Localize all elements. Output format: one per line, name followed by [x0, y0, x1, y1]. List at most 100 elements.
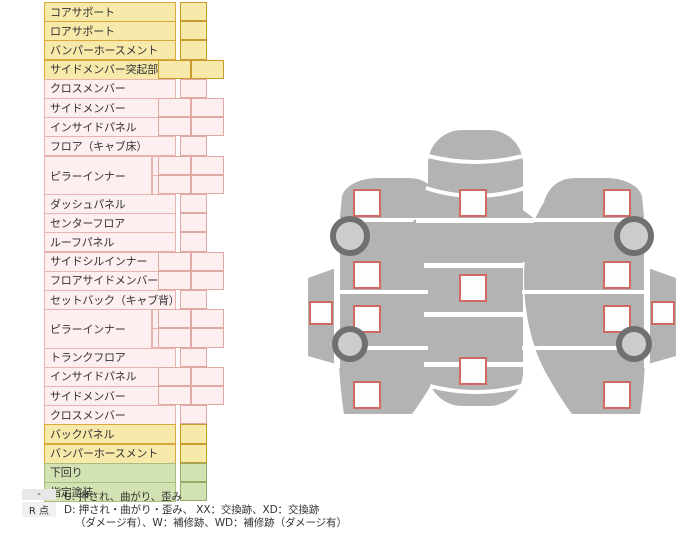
damage-grid-cell[interactable]	[191, 251, 224, 271]
marker-center-1	[459, 189, 487, 217]
damage-grid-cell[interactable]	[191, 98, 224, 118]
center-divider-7	[429, 384, 523, 394]
damage-grid-cell[interactable]	[191, 155, 224, 175]
damage-grid-cell[interactable]	[191, 386, 224, 406]
legend-row-3: （ダメージ有）、W：補修跡、WD：補修跡（ダメージ有）	[22, 515, 442, 529]
panel-label: インサイドパネル	[44, 117, 176, 138]
legend-text-cont: （ダメージ有）、W：補修跡、WD：補修跡（ダメージ有）	[75, 517, 347, 529]
damage-grid-cell[interactable]	[180, 462, 207, 482]
damage-grid-cell[interactable]	[180, 290, 207, 310]
legend: - U: 押され、曲がり、歪み R 点 D: 押され・曲がり・歪み、 XX：交換…	[22, 489, 442, 529]
marker-right-2	[603, 261, 631, 289]
panel-label: バックパネル	[44, 424, 176, 445]
damage-grid-cell[interactable]	[180, 482, 207, 502]
damage-grid-cell[interactable]	[180, 21, 207, 41]
legend-row-1: - U: 押され、曲がり、歪み	[22, 489, 442, 503]
left-divider-3	[336, 346, 462, 350]
marker-left-2	[353, 261, 381, 289]
panel-label: ダッシュパネル	[44, 194, 176, 214]
damage-grid-cell[interactable]	[180, 194, 207, 214]
damage-grid-cell[interactable]	[191, 174, 224, 194]
damage-grid-cell[interactable]	[158, 328, 191, 348]
damage-grid-cell[interactable]	[158, 366, 191, 386]
damage-grid-cell[interactable]	[158, 386, 191, 406]
damage-grid-cell[interactable]	[191, 117, 224, 137]
marker-right-4	[603, 381, 631, 409]
wheel-rear-right	[616, 326, 652, 362]
marker-left-1	[353, 189, 381, 217]
damage-grid-cell[interactable]	[180, 424, 207, 444]
damage-grid-cell[interactable]	[158, 117, 191, 137]
damage-grid-cell[interactable]	[180, 136, 207, 156]
damage-grid-cell[interactable]	[158, 270, 191, 290]
legend-text-u: U: 押され、曲がり、歪み	[64, 491, 182, 503]
legend-key-rten: R 点	[22, 502, 56, 517]
wheel-rear-left	[332, 326, 368, 362]
marker-center-3	[459, 357, 487, 385]
damage-grid-cell[interactable]	[180, 232, 207, 252]
panel-label-merged: ピラーインナー	[44, 309, 152, 350]
damage-grid-cell[interactable]	[158, 251, 191, 271]
right-divider-2	[522, 290, 648, 294]
legend-text-d: D: 押され・曲がり・歪み、 XX：交換跡、XD：交換跡	[64, 504, 320, 516]
damage-grid-cell[interactable]	[191, 309, 224, 329]
damage-grid-cell[interactable]	[158, 174, 191, 194]
legend-key-dash: -	[22, 489, 56, 500]
wheel-front-right	[614, 216, 654, 256]
center-divider-4	[424, 263, 524, 268]
panel-label: センターフロア	[44, 213, 176, 234]
damage-grid-cell[interactable]	[158, 98, 191, 118]
panel-label: バンパーホースメント	[44, 443, 176, 464]
center-divider-3	[416, 218, 535, 223]
left-divider-1	[336, 218, 462, 222]
marker-left-outer	[309, 301, 333, 325]
center-divider-5	[424, 312, 524, 317]
damage-grid-cell[interactable]	[191, 270, 224, 290]
left-flap-divider	[334, 218, 340, 368]
panel-label: サイドシルインナー	[44, 251, 176, 272]
right-side-view	[522, 178, 676, 414]
marker-right-1	[603, 189, 631, 217]
damage-grid-cell[interactable]	[180, 78, 207, 98]
damage-grid-cell[interactable]	[158, 59, 191, 79]
panel-label: クロスメンバー	[44, 405, 176, 426]
panel-label: ルーフパネル	[44, 232, 176, 253]
left-divider-2	[336, 290, 462, 294]
panel-label: フロア（キャブ床）	[44, 136, 176, 157]
wheel-front-left	[330, 216, 370, 256]
legend-row-2: R 点 D: 押され・曲がり・歪み、 XX：交換跡、XD：交換跡	[22, 502, 442, 517]
panel-label: フロアサイドメンバー	[44, 270, 176, 291]
damage-grid-cell[interactable]	[191, 366, 224, 386]
panel-label: サイドメンバー突起部	[44, 59, 176, 80]
car-diagram	[300, 118, 692, 418]
damage-grid-cell[interactable]	[180, 405, 207, 425]
marker-center-2	[459, 274, 487, 302]
center-divider-1	[427, 154, 524, 164]
panel-label: サイドメンバー	[44, 98, 176, 118]
right-divider-3	[522, 346, 648, 350]
panel-label: サイドメンバー	[44, 386, 176, 406]
damage-grid-cell[interactable]	[191, 59, 224, 79]
damage-grid-cell[interactable]	[180, 40, 207, 60]
damage-grid-cell[interactable]	[180, 347, 207, 367]
panel-label-merged: ピラーインナー	[44, 155, 152, 196]
damage-grid-cell[interactable]	[180, 443, 207, 463]
marker-left-4	[353, 381, 381, 409]
damage-grid-cell[interactable]	[158, 309, 191, 329]
panel-label: 下回り	[44, 462, 176, 483]
panel-label: トランクフロア	[44, 347, 176, 368]
right-flap-divider	[644, 218, 650, 368]
damage-grid-cell[interactable]	[191, 328, 224, 348]
panel-label: クロスメンバー	[44, 78, 176, 99]
marker-right-3	[603, 305, 631, 333]
damage-grid-cell[interactable]	[180, 213, 207, 233]
damage-grid-cell[interactable]	[180, 2, 207, 22]
panel-label: インサイドパネル	[44, 366, 176, 387]
panel-label: コアサポート	[44, 2, 176, 22]
center-left-mirror	[406, 222, 416, 236]
damage-grid-cell[interactable]	[158, 155, 191, 175]
panel-condition-table: コアサポート ロアサポート バンパーホースメント サイドメンバー突起部 クロスメンバーサ…	[44, 2, 264, 502]
marker-left-3	[353, 305, 381, 333]
right-divider-1	[522, 218, 648, 222]
